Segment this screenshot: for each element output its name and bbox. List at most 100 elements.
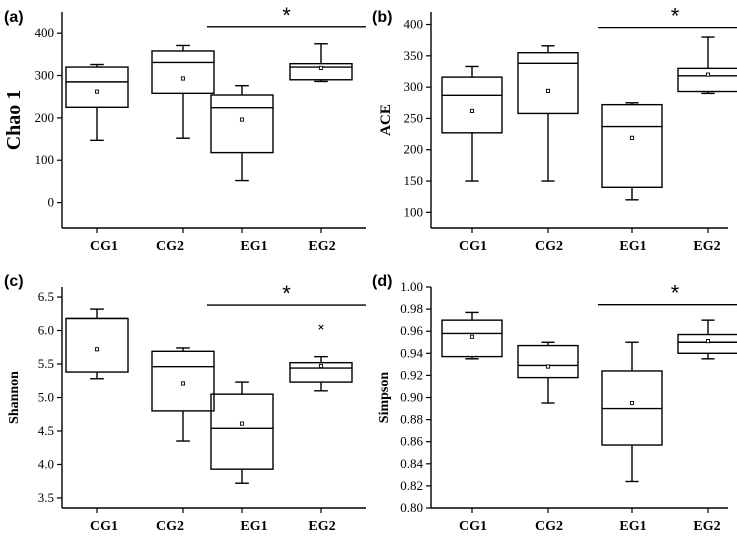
y-tick-label: 1.00	[400, 279, 423, 294]
box-EG2	[289, 43, 353, 83]
box-CG2	[151, 44, 215, 139]
y-tick-label: 0.96	[400, 323, 423, 338]
y-tick-label: 0.88	[400, 412, 423, 427]
mean-marker	[94, 89, 100, 94]
box-CG1	[441, 65, 503, 182]
mean-marker	[469, 108, 475, 113]
iqr-box	[517, 51, 579, 115]
iqr-box	[601, 103, 663, 189]
y-tick-label: 400	[35, 25, 55, 40]
mean-marker	[629, 135, 635, 140]
y-tick-label: 350	[404, 48, 424, 63]
mean-marker	[239, 117, 245, 122]
y-tick-label: 0.82	[400, 478, 423, 493]
y-tick-label: 400	[404, 17, 424, 32]
significance-star: *	[282, 281, 291, 306]
iqr-box	[677, 333, 737, 355]
iqr-box	[210, 393, 274, 470]
y-tick-label: 100	[404, 204, 424, 219]
x-tick-label: CG1	[90, 519, 118, 534]
x-tick-label: CG2	[156, 239, 184, 254]
box-CG2	[151, 347, 215, 442]
box-CG1	[441, 311, 503, 360]
chart-panel-3: (c) Shannon 3.5 4.0 4.5 5.0 5.5 6.0 6.5 CG1 CG2 EG1…	[4, 273, 366, 534]
y-tick-label: 5.0	[38, 390, 54, 405]
mean-marker	[545, 88, 551, 93]
box-CG1	[65, 63, 129, 142]
box-EG2	[677, 36, 737, 95]
x-tick-label: EG1	[240, 239, 267, 254]
outlier-marker	[318, 324, 324, 330]
y-tick-label: 6.0	[38, 323, 54, 338]
box-EG1	[210, 381, 274, 484]
y-tick-label: 300	[404, 79, 424, 94]
y-axis-label: Shannon	[7, 371, 22, 424]
y-tick-label: 3.5	[38, 490, 54, 505]
y-tick-label: 0.80	[400, 500, 423, 515]
mean-marker	[180, 381, 186, 386]
mean-marker	[318, 363, 324, 369]
y-tick-label: 200	[404, 142, 424, 157]
y-tick-label: 100	[35, 152, 55, 167]
mean-marker	[545, 364, 551, 369]
box-CG1	[65, 308, 129, 380]
mean-marker	[94, 347, 100, 352]
iqr-box	[677, 67, 737, 93]
x-tick-label: EG1	[619, 239, 646, 254]
box-EG1	[210, 84, 274, 182]
y-axis-label: Simpson	[377, 372, 392, 424]
significance-star: *	[671, 4, 680, 29]
chart-panel-2: (b) ACE 100 150 200 250 300 350 400 CG1 CG2 EG1 EG2 *	[372, 4, 737, 254]
y-tick-label: 200	[35, 110, 55, 125]
box-EG1	[601, 102, 663, 201]
iqr-box	[441, 76, 503, 134]
y-tick-label: 0.86	[400, 434, 423, 449]
box-EG2	[289, 355, 353, 392]
x-tick-label: EG2	[693, 519, 720, 534]
chart-panel-4: (d) Simpson 0.80 0.82 0.84 0.86 0.88 0.90 0.92 0.…	[372, 273, 737, 534]
iqr-box	[441, 319, 503, 358]
iqr-box	[517, 344, 579, 379]
y-tick-label: 0.84	[400, 456, 423, 471]
y-tick-label: 250	[404, 110, 424, 125]
panel-label: (d)	[372, 273, 392, 290]
mean-marker	[239, 421, 245, 426]
iqr-box	[65, 66, 129, 108]
iqr-box	[151, 50, 215, 95]
box-EG2	[677, 319, 737, 360]
box-CG2	[517, 45, 579, 182]
mean-marker	[469, 334, 475, 339]
iqr-box	[151, 350, 215, 412]
iqr-box	[289, 361, 353, 383]
mean-marker	[629, 400, 635, 406]
y-axis-label: ACE	[378, 104, 394, 136]
x-tick-label: CG1	[459, 239, 487, 254]
iqr-box	[65, 317, 129, 373]
x-tick-label: CG2	[535, 239, 563, 254]
y-axis-label: Chao 1	[3, 90, 25, 151]
x-tick-label: EG1	[619, 519, 646, 534]
y-tick-label: 300	[35, 68, 55, 83]
x-tick-label: EG1	[240, 519, 267, 534]
panel-label: (b)	[372, 9, 392, 26]
iqr-box	[210, 94, 274, 154]
x-tick-label: CG2	[156, 519, 184, 534]
y-tick-label: 150	[404, 173, 424, 188]
outlier-stroke	[318, 324, 324, 330]
y-tick-label: 0.98	[400, 301, 423, 316]
x-tick-label: CG1	[90, 239, 118, 254]
y-tick-label: 6.5	[38, 289, 54, 304]
significance-star: *	[282, 3, 291, 28]
mean-marker	[180, 76, 186, 81]
x-tick-label: CG1	[459, 519, 487, 534]
x-tick-label: EG2	[308, 239, 335, 254]
panel-label: (c)	[4, 273, 24, 290]
box-EG1	[601, 341, 663, 483]
mean-marker	[705, 339, 711, 344]
panel-label: (a)	[4, 9, 24, 26]
y-tick-label: 0	[48, 195, 55, 210]
y-tick-label: 0.90	[400, 390, 423, 405]
x-tick-label: EG2	[308, 519, 335, 534]
significance-star: *	[671, 281, 680, 306]
